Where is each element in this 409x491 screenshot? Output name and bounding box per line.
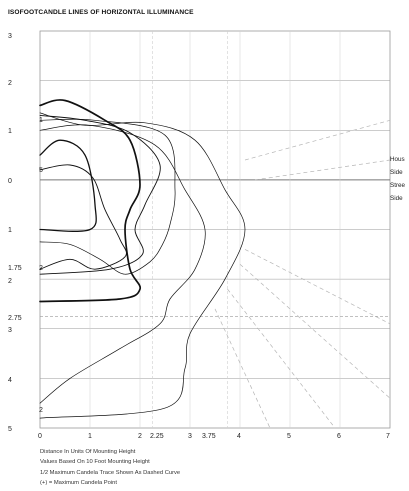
half-max-candela-dashed-line bbox=[244, 249, 391, 325]
contour-value-label: 2 bbox=[39, 265, 43, 272]
contour-value-label: 5 bbox=[39, 167, 43, 174]
half-max-candela-dashed-line bbox=[239, 263, 391, 399]
x-tick-label: 3 bbox=[188, 433, 192, 440]
y-tick-label: 5 bbox=[8, 426, 12, 433]
isofootcandle-contour bbox=[39, 118, 176, 275]
note-max-candela: (+) = Maximum Candela Point bbox=[40, 480, 118, 487]
x-tick-label: 2 bbox=[138, 433, 142, 440]
note-mounting-height: Values Based On 10 Foot Mounting Height bbox=[40, 459, 150, 466]
isofootcandle-contour bbox=[39, 99, 142, 303]
x-tick-label: 4 bbox=[237, 433, 241, 440]
y-tick-label: 0 bbox=[8, 178, 12, 185]
x-tick-label: 5 bbox=[287, 433, 291, 440]
y-tick-label: 1 bbox=[8, 227, 12, 234]
y-tick-label: 1 bbox=[8, 128, 12, 135]
x-tick-label: 6 bbox=[337, 433, 341, 440]
street-side-label: Stree bbox=[390, 182, 406, 189]
side-labels: Hous Side Stree Side bbox=[390, 156, 406, 202]
isofootcandle-contour bbox=[39, 139, 97, 232]
isofootcandle-contour bbox=[39, 112, 246, 419]
isofootcandle-contour bbox=[39, 164, 127, 270]
y-tick-label: 1.75 bbox=[8, 265, 22, 272]
x-tick-label: 2.25 bbox=[150, 433, 164, 440]
isofootcandle-contour bbox=[39, 114, 161, 275]
note-distance: Distance In Units Of Mounting Height bbox=[40, 449, 136, 455]
contour-value-label: 1 bbox=[39, 117, 43, 124]
half-max-candela-dashed-line bbox=[244, 119, 391, 161]
y-tick-label: 4 bbox=[8, 377, 12, 384]
half-max-candela-dashed-line bbox=[227, 288, 336, 429]
x-axis-labels: 0 1 2 2.25 3 3.75 4 5 6 7 bbox=[38, 433, 390, 440]
x-tick-label: 3.75 bbox=[202, 433, 216, 440]
chart-title: ISOFOOTCANDLE LINES OF HORIZONTAL ILLUMI… bbox=[8, 9, 194, 16]
y-tick-label: 3 bbox=[8, 33, 12, 40]
house-side-label: Side bbox=[390, 169, 403, 176]
half-max-candela-trace bbox=[214, 119, 391, 429]
y-tick-label: 2 bbox=[8, 278, 12, 285]
half-max-candela-dashed-line bbox=[214, 308, 271, 429]
half-max-candela-dashed-line bbox=[254, 159, 391, 181]
isofootcandle-contours bbox=[39, 99, 246, 419]
y-tick-label: 2 bbox=[8, 80, 12, 87]
contour-labels: 1 5 2 2 bbox=[39, 117, 43, 414]
isofootcandle-contour bbox=[39, 124, 206, 404]
y-axis-labels: 3 2 1 0 1 1.75 2 2.75 3 4 5 bbox=[8, 33, 22, 433]
house-side-label: Hous bbox=[390, 156, 405, 163]
x-tick-label: 7 bbox=[386, 433, 390, 440]
y-tick-label: 2.75 bbox=[8, 315, 22, 322]
x-tick-label: 0 bbox=[38, 433, 42, 440]
street-side-label: Side bbox=[390, 195, 403, 202]
grid bbox=[39, 30, 391, 429]
contour-value-label: 2 bbox=[39, 407, 43, 414]
chart-notes: Distance In Units Of Mounting Height Val… bbox=[40, 447, 180, 489]
note-dashed-curve: 1/2 Maximum Candela Trace Shown As Dashe… bbox=[40, 469, 181, 476]
y-tick-label: 3 bbox=[8, 327, 12, 334]
x-tick-label: 1 bbox=[88, 433, 92, 440]
